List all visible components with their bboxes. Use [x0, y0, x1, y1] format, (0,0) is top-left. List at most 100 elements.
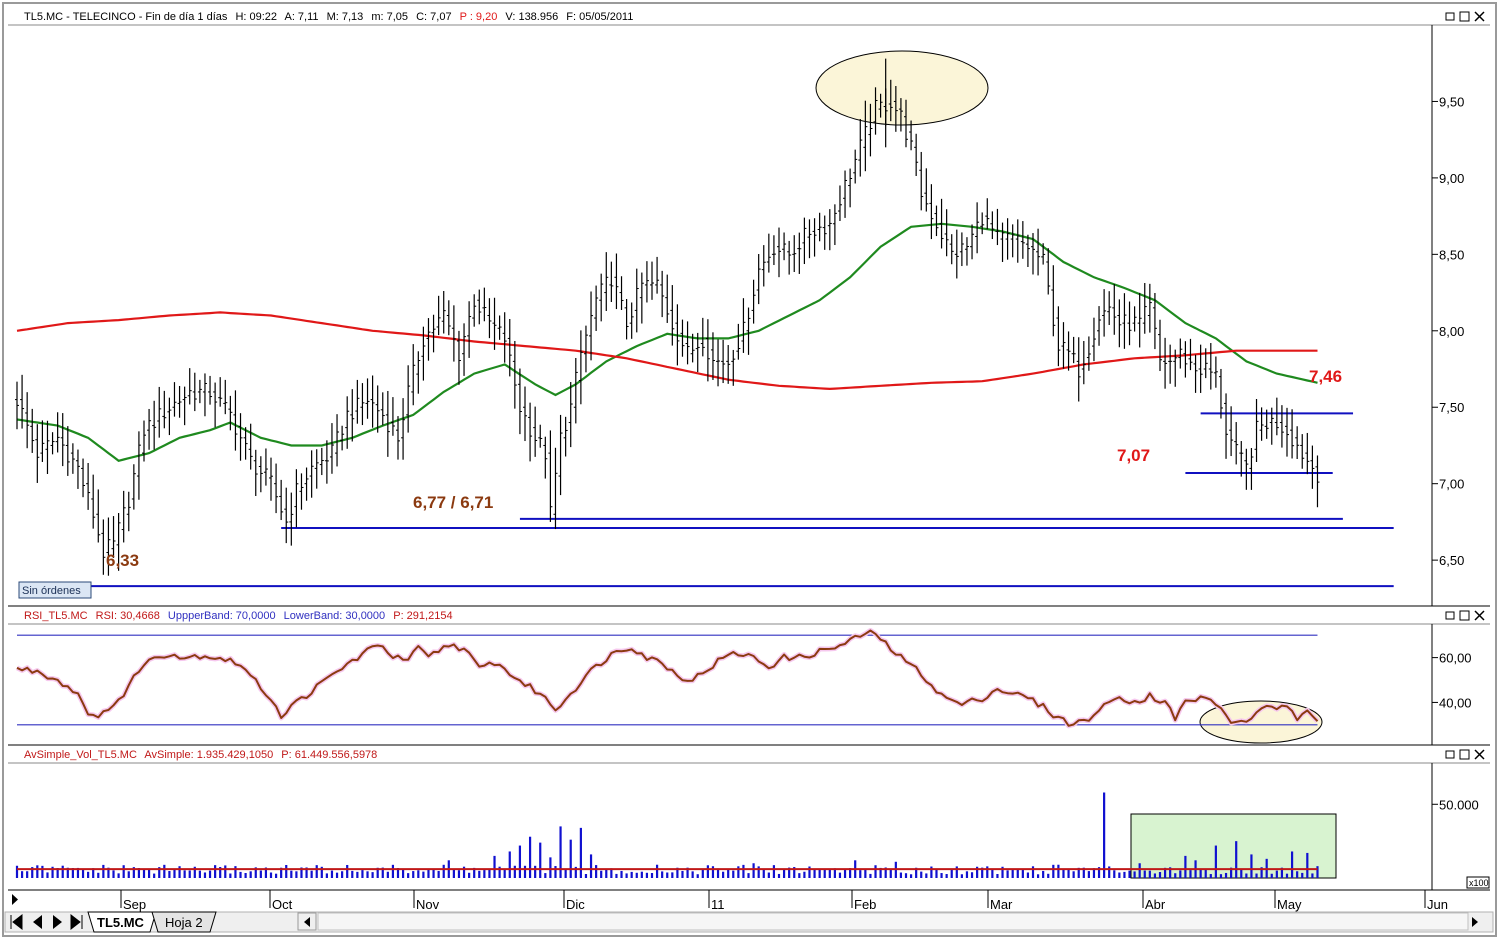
tab-hoja2[interactable]: Hoja 2	[151, 911, 217, 933]
header-v: V: 138.956	[505, 11, 558, 23]
price-y-tick-label: 9,00	[1439, 171, 1464, 186]
price-plot-area[interactable]	[8, 25, 1432, 606]
tab-nav-last[interactable]	[70, 913, 83, 931]
rsi-panel: RSI_TL5.MC RSI: 30,4668 UppperBand: 70,0…	[8, 610, 1490, 746]
date-tick-label: Mar	[990, 897, 1013, 912]
price-y-tick-label: 8,50	[1439, 247, 1464, 262]
header-f: F: 05/05/2011	[566, 11, 633, 23]
next-sheet-icon[interactable]	[53, 915, 62, 929]
price-header: TL5.MC - TELECINCO - Fin de día 1 días H…	[24, 11, 633, 23]
rsi-lines	[15, 628, 1320, 729]
scroll-left-icon[interactable]	[304, 917, 310, 927]
annotation-6-33: 6,33	[106, 551, 139, 570]
annotation-6-77-6-71: 6,77 / 6,71	[413, 493, 493, 512]
date-tick-label: Sep	[123, 897, 146, 912]
price-y-tick-label: 7,00	[1439, 477, 1464, 492]
rsi-lower-band-label: LowerBand: 30,0000	[284, 610, 386, 622]
close-icon[interactable]	[1474, 610, 1485, 621]
rsi-upper-band-label: UppperBand: 70,0000	[168, 610, 276, 622]
price-y-tick-label: 7,50	[1439, 400, 1464, 415]
minimize-icon[interactable]	[1445, 750, 1455, 759]
price-panel: TL5.MC - TELECINCO - Fin de día 1 días H…	[8, 11, 1490, 607]
annotation-7-07: 7,07	[1117, 446, 1150, 465]
header-c: C: 7,07	[416, 11, 451, 23]
symbol-label: TL5.MC - TELECINCO - Fin de día 1 días	[24, 11, 228, 23]
last-sheet-icon[interactable]	[70, 913, 83, 931]
close-icon[interactable]	[1474, 749, 1485, 760]
rsi-value: RSI: 30,4668	[96, 610, 160, 622]
ohlc-bars	[15, 58, 1320, 576]
volume-avg-value: AvSimple: 1.935.429,1050	[144, 749, 273, 761]
tab-tl5-shape[interactable]	[87, 911, 157, 933]
date-tick-label: Nov	[416, 897, 440, 912]
volume-window-controls	[1445, 749, 1485, 760]
volume-y-tick-label: 50.000	[1439, 797, 1479, 812]
volume-y-axis: 50.000	[1432, 797, 1479, 812]
rsi-y-tick-label: 60,00	[1439, 651, 1472, 666]
orders-button[interactable]: Sin órdenes	[18, 581, 92, 599]
volume-highlight-box	[1130, 813, 1337, 879]
scroll-right-icon[interactable]	[1472, 917, 1478, 927]
volume-header: AvSimple_Vol_TL5.MC AvSimple: 1.935.429,…	[24, 749, 377, 761]
tabs-scroll-left[interactable]	[297, 912, 317, 931]
rsi-line	[16, 629, 1319, 727]
volume-panel: AvSimple_Vol_TL5.MC AvSimple: 1.935.429,…	[8, 749, 1490, 890]
tab-hoja2-label: Hoja 2	[165, 915, 203, 930]
rsi-p-value: P: 291,2154	[393, 610, 452, 622]
scale-tag: x100	[1469, 878, 1489, 888]
moving-averages	[16, 222, 1318, 462]
prev-sheet-icon[interactable]	[33, 915, 42, 929]
tab-nav-first[interactable]	[10, 913, 23, 931]
maximize-icon[interactable]	[1459, 11, 1470, 22]
annotation-7-46: 7,46	[1309, 367, 1342, 386]
date-ticks: Sep Oct Nov Dic 11 Feb Mar Abr May Jun	[120, 890, 1448, 912]
rsi-header: RSI_TL5.MC RSI: 30,4668 UppperBand: 70,0…	[24, 610, 453, 622]
date-tick-label: Dic	[566, 897, 585, 912]
date-axis: Sep Oct Nov Dic 11 Feb Mar Abr May Jun	[8, 889, 1490, 912]
header-m: M: 7,13	[327, 11, 364, 23]
close-icon[interactable]	[1474, 11, 1485, 22]
maximize-icon[interactable]	[1459, 610, 1470, 621]
volume-bars	[15, 792, 1319, 878]
rsi-y-tick-label: 40,00	[1439, 695, 1472, 710]
volume-name: AvSimple_Vol_TL5.MC	[24, 749, 137, 761]
rsi-name: RSI_TL5.MC	[24, 610, 88, 622]
minimize-icon[interactable]	[1445, 611, 1455, 620]
date-tick-label: Abr	[1145, 897, 1166, 912]
header-h: H: 09:22	[235, 11, 277, 23]
tab-nav-next[interactable]	[53, 915, 62, 929]
orders-label: Sin órdenes	[22, 585, 81, 597]
volume-p-value: P: 61.449.556,5978	[281, 749, 377, 761]
date-tick-label: 11	[711, 897, 725, 912]
price-y-tick-label: 6,50	[1439, 553, 1464, 568]
horizontal-scrollbar[interactable]	[317, 912, 1469, 931]
date-tick-label: May	[1277, 897, 1302, 912]
peak-highlight-ellipse	[815, 50, 989, 126]
minimize-icon[interactable]	[1445, 12, 1455, 21]
price-y-axis: 9,50 9,00 8,50 8,00 7,50 7,00 6,50	[1432, 94, 1464, 568]
price-window-controls	[1445, 11, 1485, 22]
rsi-y-axis: 60,00 40,00	[1432, 651, 1472, 710]
date-tick-label: Oct	[272, 897, 293, 912]
price-y-tick-label: 8,00	[1439, 324, 1464, 339]
tabs-scroll-right[interactable]	[1472, 917, 1478, 927]
tab-hoja2-shape[interactable]	[151, 911, 217, 933]
maximize-icon[interactable]	[1459, 749, 1470, 760]
rsi-window-controls	[1445, 610, 1485, 621]
orders-button-box[interactable]	[18, 581, 92, 599]
date-tick-label: Feb	[854, 897, 876, 912]
fast-moving-average-line	[16, 222, 1318, 462]
tab-nav-prev[interactable]	[33, 915, 42, 929]
scroll-right-icon[interactable]	[12, 894, 18, 905]
first-sheet-icon[interactable]	[10, 913, 23, 931]
sheet-tabs-bar: TL5.MC Hoja 2	[4, 911, 1494, 933]
tab-tl5[interactable]: TL5.MC	[87, 911, 157, 933]
date-axis-area	[8, 890, 1490, 912]
header-mn: m: 7,05	[371, 11, 408, 23]
price-y-tick-label: 9,50	[1439, 94, 1464, 109]
header-a: A: 7,11	[284, 11, 318, 23]
tab-tl5-label: TL5.MC	[97, 915, 145, 930]
slow-moving-average-line	[16, 311, 1318, 391]
header-p: P : 9,20	[460, 11, 498, 23]
